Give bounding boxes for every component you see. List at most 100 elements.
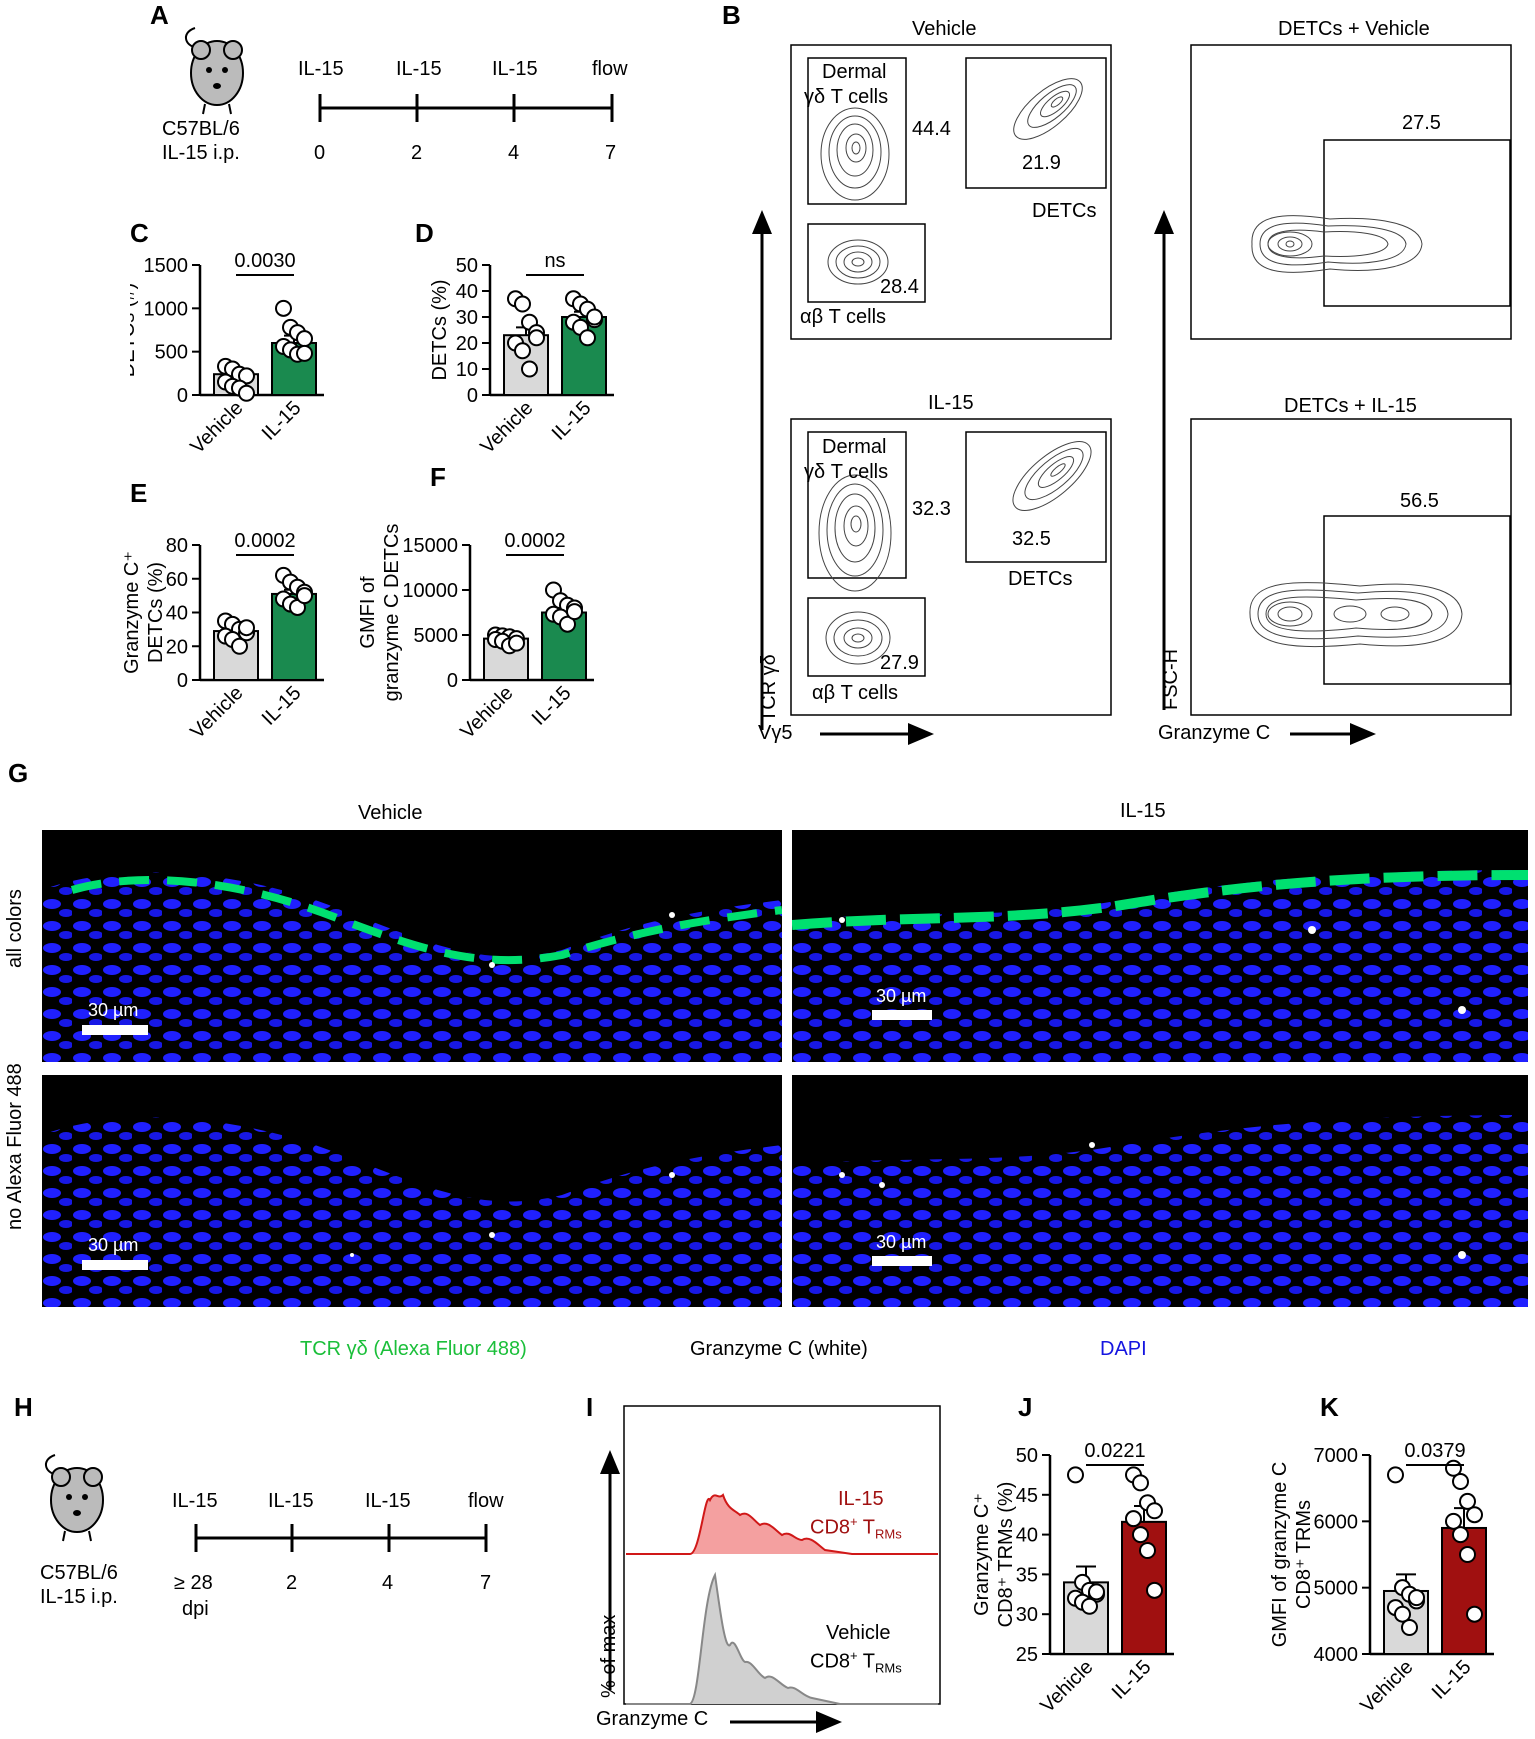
panel-label-h: H [14, 1392, 33, 1422]
timeline-h-day-0: ≥ 28 [174, 1572, 213, 1594]
data-point [275, 299, 292, 317]
data-point [1125, 1510, 1142, 1528]
data-point [566, 603, 583, 621]
timeline-a-event-3: flow [592, 58, 628, 80]
data-point [1445, 1512, 1462, 1530]
flow-axes-vg5 [752, 210, 934, 745]
legend-white: Granzyme C (white) [690, 1338, 868, 1360]
flow-vehicle-ab-pct: 28.4 [880, 276, 919, 298]
y-tick-label: 30 [1016, 1604, 1038, 1626]
y-tick-label: 1000 [144, 298, 189, 320]
timeline-h-day-3: 7 [480, 1572, 492, 1594]
p-value-label: 0.0030 [234, 250, 295, 272]
timeline-a-day-2: 4 [508, 142, 520, 164]
y-tick-label: 60 [166, 569, 188, 591]
flow-plot-vehicle [790, 44, 1112, 340]
micrograph-vehicle-all-colors [42, 830, 782, 1062]
flow-il15-dermal-label-1: Dermal [822, 436, 887, 458]
data-point [521, 360, 538, 378]
panel-label-e: E [130, 478, 148, 508]
data-point [1452, 1526, 1469, 1544]
legend-green: TCR γδ (Alexa Fluor 488) [300, 1338, 527, 1360]
y-tick-label: 5000 [414, 625, 459, 647]
scale-label-3: 30 µm [88, 1235, 139, 1255]
y-tick-label: 500 [155, 342, 188, 364]
data-point [1452, 1473, 1469, 1491]
data-point [238, 384, 255, 402]
y-tick-label: 10 [456, 359, 478, 381]
x-tick-label: IL-15 [1428, 1656, 1476, 1704]
histogram-y-axis: % of max [598, 1614, 620, 1698]
p-value-label: 0.0002 [234, 530, 295, 552]
data-point [1146, 1502, 1163, 1520]
y-tick-label: 50 [456, 255, 478, 277]
y-tick-label: 0 [177, 385, 188, 407]
y-tick-label: 25 [1016, 1644, 1038, 1666]
panel-label-c: C [130, 218, 149, 248]
cell-label-text: CD8 [810, 1650, 851, 1673]
panel-label-g: G [8, 758, 29, 788]
panel-label-a: A [150, 0, 169, 30]
data-point [1067, 1466, 1084, 1484]
data-point [1459, 1546, 1476, 1563]
histogram-vehicle-label: Vehicle [826, 1622, 891, 1644]
timeline-h-day-2: 4 [382, 1572, 394, 1594]
data-point [586, 308, 603, 326]
flow-gzm-il15-title: DETCs + IL-15 [1284, 395, 1417, 417]
p-value-label: 0.0221 [1084, 1440, 1145, 1462]
data-point [1408, 1589, 1425, 1607]
panel-label-d: D [415, 218, 434, 248]
flow-il15-ab-label: αβ T cells [812, 682, 899, 704]
histogram-il15-label: IL-15 [838, 1488, 884, 1510]
data-point [1466, 1506, 1483, 1524]
y-tick-label: 5000 [1314, 1578, 1359, 1600]
data-point [1387, 1466, 1404, 1484]
flow-il15-dermal-label-2: γδ T cells [804, 461, 889, 483]
micro-row-title-all: all colors [4, 889, 26, 968]
flow-vehicle-ab-label: αβ T cells [800, 306, 887, 328]
flow-plot-gzm-vehicle [1190, 44, 1512, 340]
legend-blue: DAPI [1100, 1338, 1147, 1360]
panel-label-k: K [1320, 1392, 1339, 1422]
flow-vehicle-dermal-pct: 44.4 [912, 118, 951, 140]
timeline-axis-a [318, 94, 614, 122]
flow-vehicle-dermal-label-1: Dermal [822, 61, 887, 83]
flow-vehicle-title: Vehicle [912, 18, 977, 40]
data-point [1401, 1618, 1418, 1636]
data-point [1088, 1583, 1105, 1601]
timeline-axis-h [194, 1524, 488, 1552]
flow-gzm-il15-pct: 56.5 [1400, 490, 1439, 512]
data-point [1132, 1474, 1149, 1492]
x-tick-label: Vehicle [1036, 1656, 1097, 1717]
scale-label-2: 30 µm [876, 986, 927, 1006]
flow-gzm-vehicle-pct: 27.5 [1402, 112, 1441, 134]
bar-chart-e: 0 20 40 60 80 Granzyme C⁺ DETCs (%) Vehicle IL-1… [121, 530, 324, 743]
y-axis-label: GMFI of [360, 576, 379, 649]
y-tick-label: 0 [177, 670, 188, 692]
timeline-h-event-3: flow [468, 1490, 504, 1512]
data-point [231, 637, 248, 655]
histogram-vehicle-cell: CD8+ TRMs [810, 1648, 902, 1676]
micro-col-title-il15: IL-15 [1120, 800, 1166, 822]
y-tick-label: 15000 [402, 535, 458, 557]
y-tick-label: 20 [166, 636, 188, 658]
x-tick-label: IL-15 [258, 397, 306, 445]
data-point [296, 344, 313, 362]
y-tick-label: 40 [166, 603, 188, 625]
flow-il15-detc-label: DETCs [1008, 568, 1073, 590]
cell-label-sup: + [850, 1648, 858, 1663]
scale-label-1: 30 µm [88, 1000, 139, 1020]
x-tick-label: Vehicle [186, 682, 247, 743]
x-tick-label: IL-15 [548, 397, 596, 445]
x-tick-label: Vehicle [456, 682, 517, 743]
scale-bar-4 [872, 1256, 932, 1266]
x-tick-label: Vehicle [476, 397, 537, 458]
y-tick-label: 0 [447, 670, 458, 692]
y-tick-label: 45 [1016, 1485, 1038, 1507]
p-value-label: 0.0002 [504, 530, 565, 552]
y-axis-label: DETCs (%) [429, 279, 451, 380]
y-axis-label: CD8⁺ TRMs [1293, 1500, 1315, 1609]
cell-label-sub: RMs [875, 1526, 902, 1542]
data-point [1459, 1492, 1476, 1510]
